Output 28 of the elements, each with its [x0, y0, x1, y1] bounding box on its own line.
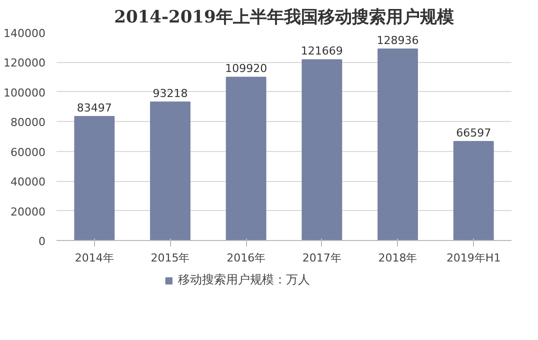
bar: [74, 116, 115, 240]
bar: [302, 59, 342, 240]
x-tick-label: 2015年: [150, 252, 190, 264]
y-tick-label: 60000: [10, 146, 46, 159]
y-tick-label: 120000: [4, 56, 46, 70]
y-tick-label: 80000: [10, 116, 46, 130]
chart-title: 2014-2019年上半年我国移动搜索用户规模: [114, 8, 454, 28]
x-tick-label: 2017年: [302, 252, 342, 264]
bar: [453, 141, 494, 240]
x-tick-label: 2019年H1: [446, 252, 501, 264]
bar: [150, 102, 190, 240]
y-tick-label: 100000: [4, 86, 46, 100]
x-tick-label: 2014年: [74, 252, 114, 264]
bar: [226, 76, 266, 240]
y-tick-label: 40000: [10, 176, 46, 189]
data-label: 121669: [300, 44, 343, 58]
y-tick-label: 0: [38, 235, 46, 248]
x-tick-label: 2016年: [226, 252, 266, 264]
bar: [378, 48, 418, 240]
data-label: 66597: [456, 126, 492, 140]
y-tick-label: 140000: [4, 27, 46, 40]
x-tick-label: 2018年: [378, 252, 418, 264]
y-tick-label: 20000: [10, 205, 46, 218]
data-label: 128936: [376, 34, 419, 47]
legend-label: 移动搜索用户规模：万人: [178, 272, 310, 288]
data-label: 109920: [225, 62, 268, 76]
data-label: 93218: [152, 87, 188, 100]
data-label: 83497: [76, 101, 112, 114]
